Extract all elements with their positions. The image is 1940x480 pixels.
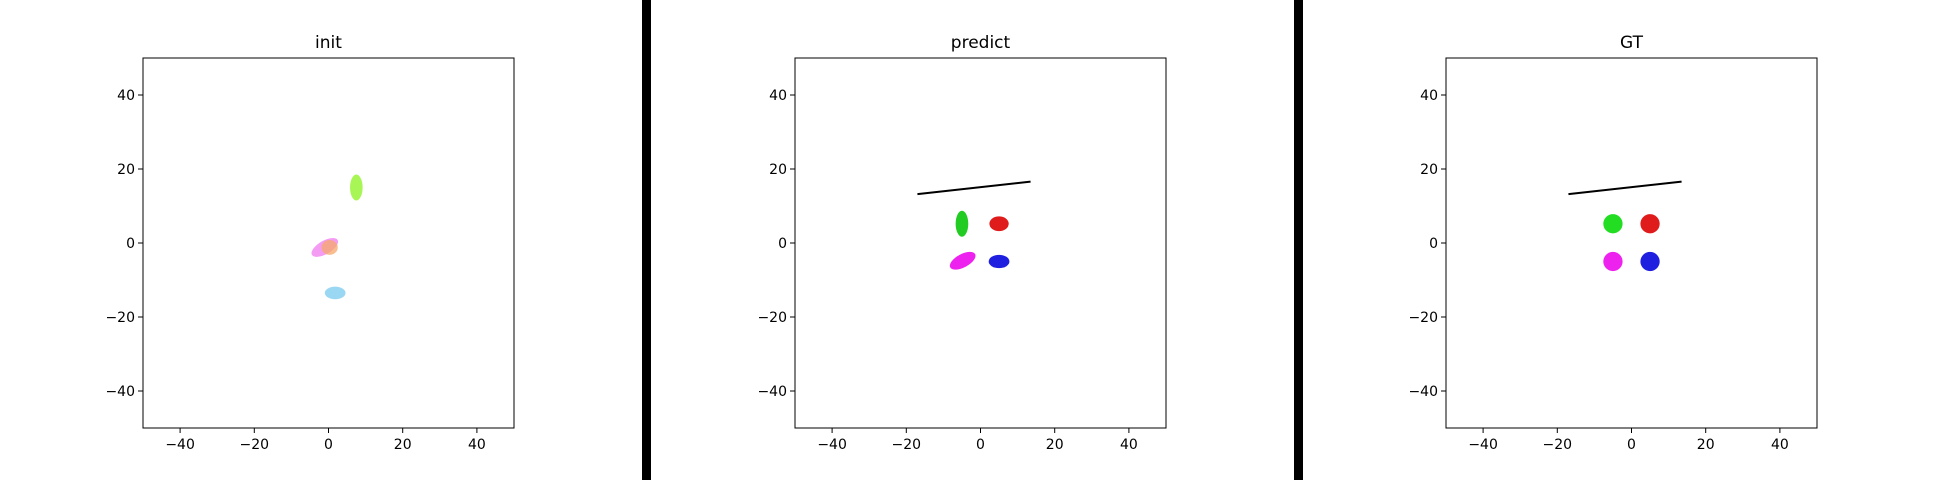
panel-separator-1 <box>642 0 651 480</box>
ellipse-marker-1 <box>1603 214 1623 234</box>
ellipse-marker-1 <box>955 210 969 237</box>
y-tick-label: 40 <box>1420 88 1438 104</box>
ellipse-marker-4 <box>1640 251 1660 272</box>
y-tick-label: −40 <box>105 384 135 400</box>
x-tick-label: 0 <box>976 437 985 453</box>
x-tick-label: −20 <box>892 437 922 453</box>
y-tick-label: 0 <box>778 236 787 252</box>
line-segment-1 <box>1568 180 1682 196</box>
x-tick-label: −40 <box>1468 437 1498 453</box>
panel-3: GT −40 −20 0 20 40 −40 −20 0 20 40 <box>1408 33 1818 453</box>
x-tick-label: 0 <box>324 437 333 453</box>
y-tick-label: 40 <box>769 88 787 104</box>
y-tick-label: −20 <box>1408 310 1438 326</box>
panel-title: init <box>315 33 342 53</box>
y-tick-label: 20 <box>1420 162 1438 178</box>
panel-title: GT <box>1620 33 1644 53</box>
y-tick-label: 0 <box>1429 236 1438 252</box>
plot-area <box>311 174 363 300</box>
x-tick-label: −40 <box>817 437 847 453</box>
y-tick-label: 20 <box>769 162 787 178</box>
x-tick-label: 20 <box>394 437 412 453</box>
y-tick-label: −40 <box>1408 384 1438 400</box>
panels: init −40 −20 0 20 40 −40 −20 0 20 40 predict −40 −20 0… <box>105 33 1818 453</box>
ellipse-marker-1 <box>350 174 363 201</box>
ellipse-marker-2 <box>1640 214 1660 234</box>
panel-2: predict −40 −20 0 20 40 −40 −20 0 20 40 <box>757 33 1167 453</box>
y-tick-label: 20 <box>117 162 135 178</box>
y-tick-label: −20 <box>757 310 787 326</box>
plot-area <box>1568 180 1682 272</box>
x-tick-label: −40 <box>165 437 195 453</box>
panel-1: init −40 −20 0 20 40 −40 −20 0 20 40 <box>105 33 515 453</box>
x-tick-label: 20 <box>1046 437 1064 453</box>
x-tick-label: −20 <box>240 437 270 453</box>
panel-title: predict <box>951 33 1011 53</box>
x-tick-label: 40 <box>1771 437 1789 453</box>
plot-area <box>917 180 1031 270</box>
ellipse-marker-3 <box>949 251 976 270</box>
ellipse-marker-3 <box>321 240 338 255</box>
x-tick-label: 40 <box>468 437 486 453</box>
y-tick-label: −20 <box>105 310 135 326</box>
panel-separator-2 <box>1294 0 1303 480</box>
line-segment-1 <box>917 180 1031 196</box>
x-tick-label: 0 <box>1627 437 1636 453</box>
ellipse-marker-4 <box>988 254 1010 269</box>
ellipse-marker-4 <box>324 286 346 300</box>
y-tick-label: 40 <box>117 88 135 104</box>
x-tick-label: −20 <box>1543 437 1573 453</box>
ellipse-marker-2 <box>989 216 1009 232</box>
y-tick-label: −40 <box>757 384 787 400</box>
x-tick-label: 40 <box>1120 437 1138 453</box>
ellipse-marker-3 <box>1603 251 1623 272</box>
y-tick-label: 0 <box>126 236 135 252</box>
x-tick-label: 20 <box>1697 437 1715 453</box>
